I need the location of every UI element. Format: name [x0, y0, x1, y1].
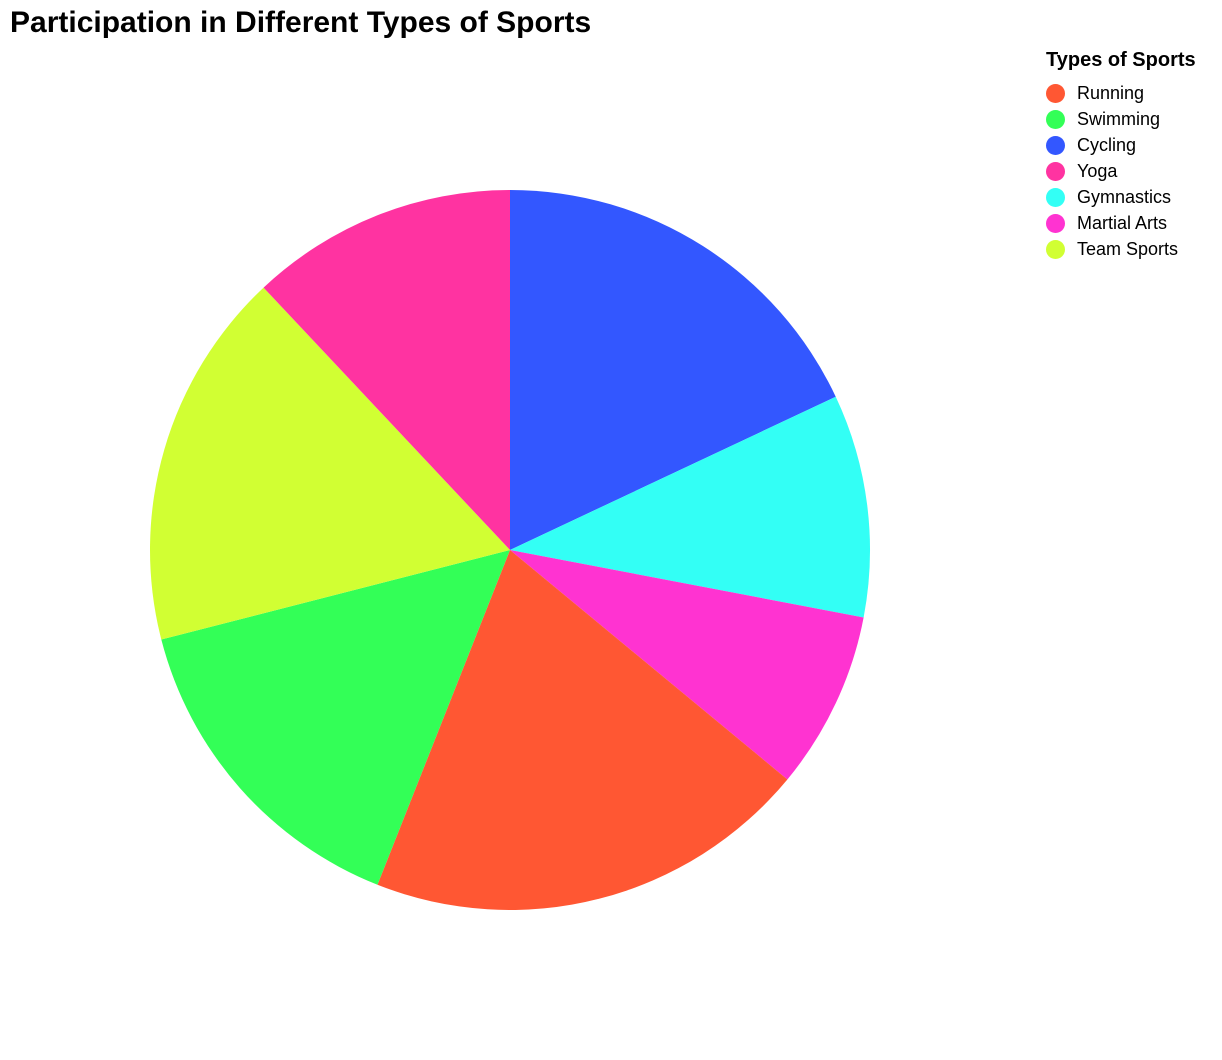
legend-swatch-swimming [1046, 109, 1065, 129]
legend-label-team-sports: Team Sports [1077, 238, 1179, 259]
pie-slice-cycling [510, 190, 836, 550]
legend: Types of Sports Running Swimming Cycling Yo… [1046, 49, 1196, 262]
legend-item-team-sports: Team Sports [1046, 236, 1196, 262]
legend-item-running: Running [1046, 80, 1196, 106]
pie-slice-yoga [263, 190, 510, 550]
legend-swatch-gymnastics [1046, 187, 1065, 207]
legend-swatch-team-sports [1046, 239, 1065, 259]
pie-slice-team-sports [149, 287, 511, 640]
legend-item-cycling: Cycling [1046, 132, 1196, 158]
pie-slice-swimming [161, 550, 510, 885]
legend-label-martial-arts: Martial Arts [1077, 212, 1168, 233]
legend-label-swimming: Swimming [1077, 108, 1161, 129]
legend-items: Running Swimming Cycling Yoga Gymnastics Mart… [1046, 80, 1196, 262]
legend-label-running: Running [1077, 82, 1145, 103]
pie-slice-running [377, 550, 788, 910]
legend-label-cycling: Cycling [1077, 134, 1137, 155]
legend-item-swimming: Swimming [1046, 106, 1196, 132]
legend-swatch-yoga [1046, 161, 1065, 181]
legend-item-gymnastics: Gymnastics [1046, 184, 1196, 210]
legend-item-martial-arts: Martial Arts [1046, 210, 1196, 236]
legend-swatch-cycling [1046, 135, 1065, 155]
legend-label-yoga: Yoga [1077, 160, 1118, 181]
legend-swatch-martial-arts [1046, 213, 1065, 233]
pie-slice-gymnastics [510, 396, 870, 618]
chart-title: Participation in Different Types of Spor… [10, 6, 592, 39]
legend-title: Types of Sports [1046, 49, 1196, 71]
pie-slice-martial-arts [510, 550, 864, 780]
legend-swatch-running [1046, 83, 1065, 103]
legend-item-yoga: Yoga [1046, 158, 1196, 184]
legend-label-gymnastics: Gymnastics [1077, 186, 1172, 207]
